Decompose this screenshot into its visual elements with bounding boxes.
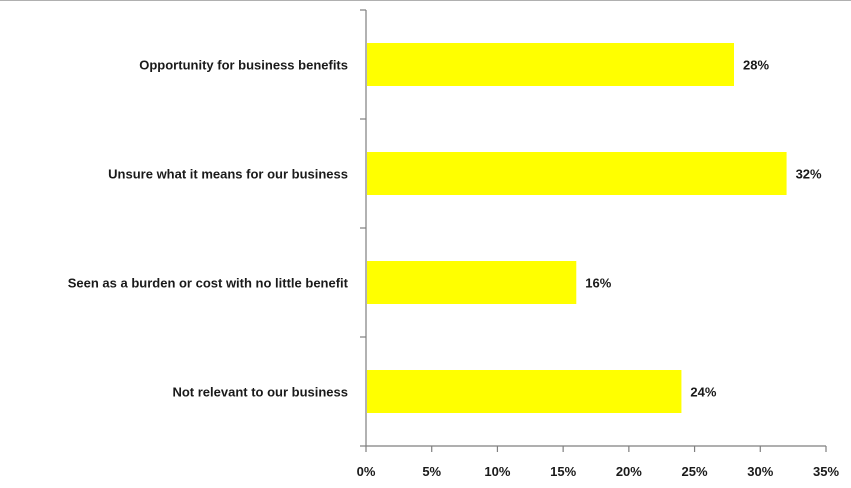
- category-label: Unsure what it means for our business: [108, 167, 348, 182]
- data-labels-layer: 28% 32% 16% 24%: [585, 58, 822, 400]
- data-label: 24%: [690, 385, 716, 400]
- x-tick-label: 30%: [747, 464, 773, 479]
- x-tick-label: 5%: [422, 464, 441, 479]
- x-tick-label: 0%: [357, 464, 376, 479]
- x-tick-label: 15%: [550, 464, 576, 479]
- category-labels-layer: Opportunity for business benefits Unsure …: [68, 58, 349, 400]
- bar: [367, 152, 787, 195]
- category-label: Not relevant to our business: [172, 385, 348, 400]
- data-label: 16%: [585, 276, 611, 291]
- category-label: Opportunity for business benefits: [139, 58, 348, 73]
- data-label: 32%: [796, 167, 822, 182]
- bars-layer: [367, 43, 787, 413]
- x-tick-label: 10%: [484, 464, 510, 479]
- x-tick-label: 25%: [682, 464, 708, 479]
- axes-layer: [360, 9, 827, 452]
- x-tick-label: 20%: [616, 464, 642, 479]
- data-label: 28%: [743, 58, 769, 73]
- bar: [367, 43, 734, 86]
- category-label: Seen as a burden or cost with no little …: [68, 276, 349, 291]
- bar: [367, 261, 577, 304]
- x-tick-label: 35%: [813, 464, 839, 479]
- bar: [367, 370, 682, 413]
- x-tick-labels-layer: 0% 5% 10% 15% 20% 25% 30% 35%: [357, 464, 840, 479]
